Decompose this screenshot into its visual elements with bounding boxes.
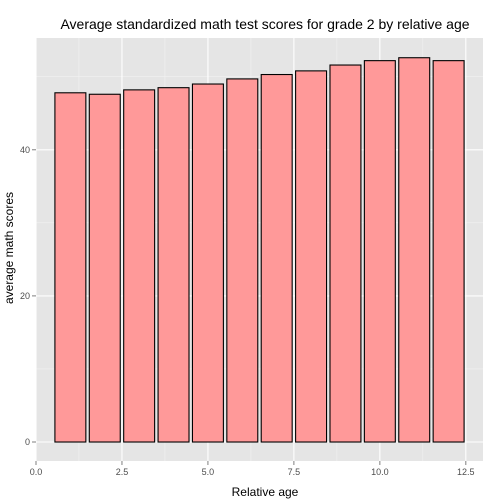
bar <box>363 60 396 443</box>
y-tick-label: 40 <box>20 145 30 155</box>
x-tick-label: 5.0 <box>202 467 215 477</box>
y-tick-label: 20 <box>20 291 30 301</box>
x-tick-label: 0.0 <box>30 467 43 477</box>
x-tick-label: 12.5 <box>457 467 475 477</box>
bar <box>191 83 224 443</box>
bar <box>226 78 259 443</box>
y-axis: 0 20 40 <box>20 145 36 447</box>
bar <box>157 87 190 443</box>
y-axis-title: average math scores <box>2 192 16 304</box>
bar-series <box>54 57 465 443</box>
bar <box>260 73 293 443</box>
chart-title: Average standardized math test scores fo… <box>60 16 469 32</box>
bar <box>295 70 328 443</box>
x-axis-title: Relative age <box>232 485 299 499</box>
bar <box>432 60 465 443</box>
x-tick-label: 2.5 <box>116 467 129 477</box>
bar <box>123 89 156 443</box>
y-tick-label: 0 <box>25 437 30 447</box>
x-tick-label: 7.5 <box>288 467 301 477</box>
x-tick-label: 10.0 <box>371 467 389 477</box>
bar <box>329 64 362 443</box>
bar <box>54 92 87 443</box>
x-axis: 0.0 2.5 5.0 7.5 10.0 12.5 <box>30 461 475 477</box>
bar <box>398 57 431 443</box>
bar <box>88 93 121 443</box>
